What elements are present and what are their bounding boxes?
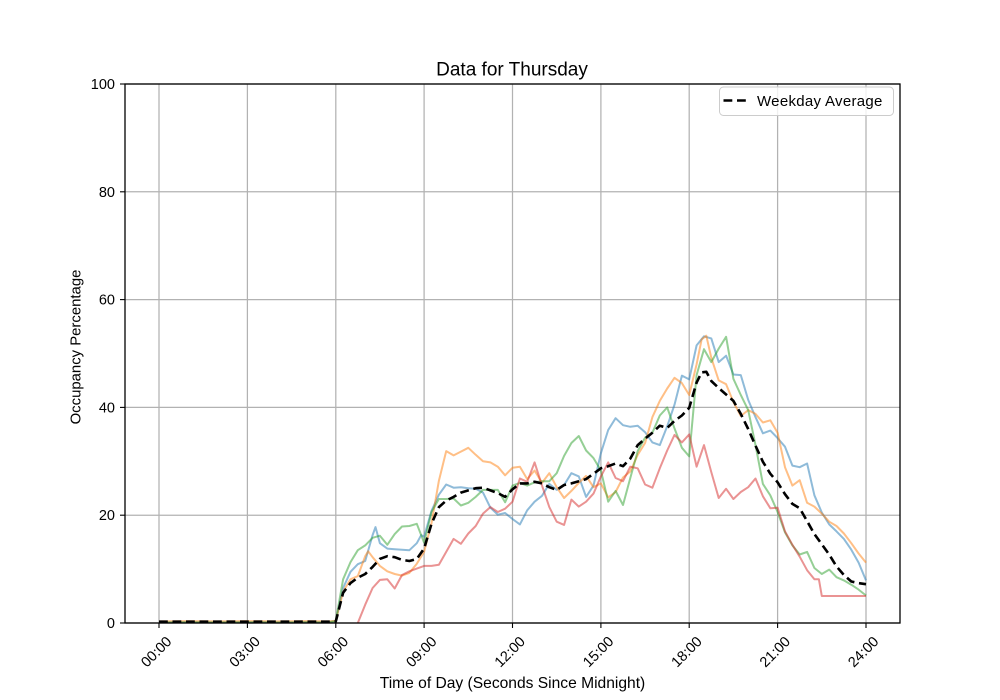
svg-text:40: 40 xyxy=(99,400,115,416)
svg-text:Occupancy Percentage: Occupancy Percentage xyxy=(69,270,85,425)
svg-text:80: 80 xyxy=(99,185,115,201)
svg-text:60: 60 xyxy=(99,293,115,309)
svg-text:Weekday Average: Weekday Average xyxy=(757,93,883,110)
svg-text:20: 20 xyxy=(99,508,115,524)
svg-text:100: 100 xyxy=(91,77,115,93)
svg-text:Time of Day (Seconds Since Mid: Time of Day (Seconds Since Midnight) xyxy=(380,675,646,692)
svg-text:0: 0 xyxy=(107,616,115,632)
svg-text:Data for Thursday: Data for Thursday xyxy=(436,60,588,81)
